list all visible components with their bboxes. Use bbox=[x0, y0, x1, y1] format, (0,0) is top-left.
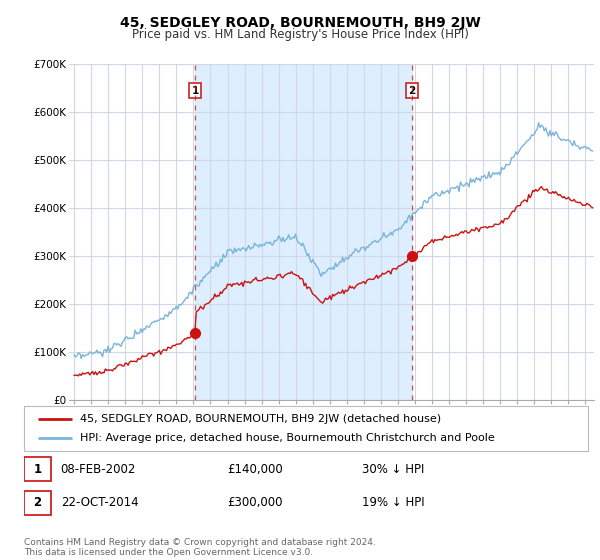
Text: 19% ↓ HPI: 19% ↓ HPI bbox=[362, 496, 425, 510]
Text: 30% ↓ HPI: 30% ↓ HPI bbox=[362, 463, 425, 476]
FancyBboxPatch shape bbox=[24, 458, 51, 481]
Text: 1: 1 bbox=[191, 86, 199, 96]
Text: £140,000: £140,000 bbox=[227, 463, 283, 476]
Bar bbox=[195, 64, 412, 400]
Text: 2: 2 bbox=[409, 86, 416, 96]
Text: 1: 1 bbox=[34, 463, 41, 476]
Text: HPI: Average price, detached house, Bournemouth Christchurch and Poole: HPI: Average price, detached house, Bour… bbox=[80, 433, 495, 444]
Text: 45, SEDGLEY ROAD, BOURNEMOUTH, BH9 2JW: 45, SEDGLEY ROAD, BOURNEMOUTH, BH9 2JW bbox=[119, 16, 481, 30]
Text: 2: 2 bbox=[34, 496, 41, 510]
Text: 22-OCT-2014: 22-OCT-2014 bbox=[61, 496, 138, 510]
FancyBboxPatch shape bbox=[24, 406, 588, 451]
Text: 08-FEB-2002: 08-FEB-2002 bbox=[61, 463, 136, 476]
Text: Contains HM Land Registry data © Crown copyright and database right 2024.
This d: Contains HM Land Registry data © Crown c… bbox=[24, 538, 376, 557]
Text: Price paid vs. HM Land Registry's House Price Index (HPI): Price paid vs. HM Land Registry's House … bbox=[131, 28, 469, 41]
Text: 45, SEDGLEY ROAD, BOURNEMOUTH, BH9 2JW (detached house): 45, SEDGLEY ROAD, BOURNEMOUTH, BH9 2JW (… bbox=[80, 413, 442, 423]
Text: £300,000: £300,000 bbox=[227, 496, 283, 510]
FancyBboxPatch shape bbox=[24, 491, 51, 515]
